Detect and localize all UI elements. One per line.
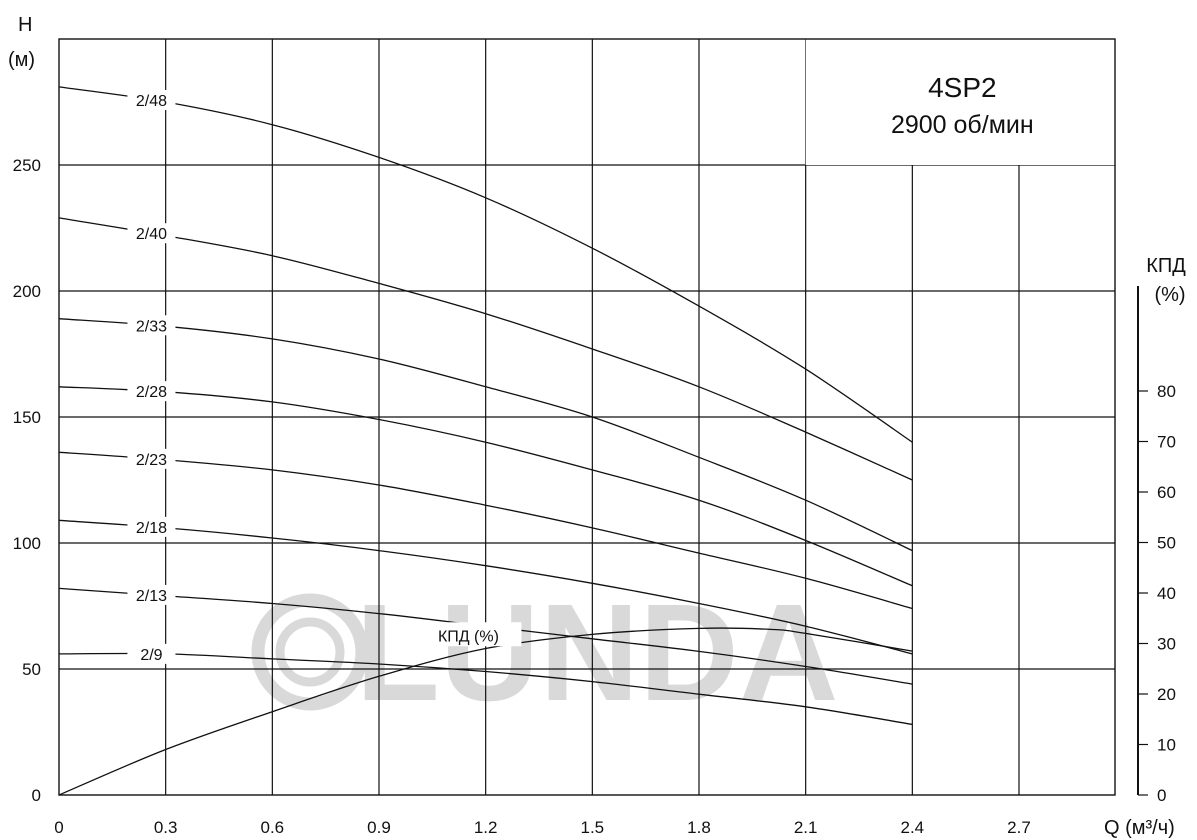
y2-tick-label: 10: [1157, 736, 1176, 755]
x-tick-label: 2.7: [1007, 818, 1031, 837]
y-axis-label-line1: H: [18, 14, 32, 36]
x-axis-label: Q (м³/ч): [1104, 817, 1175, 839]
y-tick-label: 200: [13, 282, 41, 301]
watermark-text: LUNDA: [356, 576, 839, 730]
axis-ticks: 0 0.3 0.6 0.9 1.2 1.5 1.8 2.1 2.4 2.7050100150200…: [13, 156, 1176, 837]
series-label: 2/18: [136, 520, 167, 537]
y-tick-label: 50: [22, 660, 41, 679]
series-label: 2/13: [136, 588, 167, 605]
x-tick-label: 0: [54, 818, 63, 837]
x-tick-label: 1.8: [687, 818, 711, 837]
chart-subtitle: 2900 об/мин: [891, 111, 1034, 139]
y-axis-label-line2: (м): [8, 49, 35, 71]
y2-tick-label: 40: [1157, 584, 1176, 603]
y-tick-label: 250: [13, 156, 41, 175]
y2-tick-label: 80: [1157, 382, 1176, 401]
x-tick-label: 0.6: [261, 818, 285, 837]
x-tick-label: 2.4: [901, 818, 925, 837]
y2-tick-label: 20: [1157, 685, 1176, 704]
series-label: 2/28: [136, 384, 167, 401]
y-tick-label: 150: [13, 408, 41, 427]
x-tick-label: 0.9: [367, 818, 391, 837]
x-tick-label: 1.5: [581, 818, 605, 837]
series-label: 2/48: [136, 93, 167, 110]
series-label: 2/40: [136, 226, 167, 243]
watermark-logo: [258, 600, 362, 704]
y2-tick-label: 50: [1157, 534, 1176, 553]
x-tick-label: 1.2: [474, 818, 498, 837]
x-tick-label: 0.3: [154, 818, 178, 837]
series-label: 2/23: [136, 452, 167, 469]
series-label: 2/33: [136, 318, 167, 335]
y2-axis-label-line1: КПД: [1146, 255, 1186, 277]
x-tick-label: 2.1: [794, 818, 818, 837]
y2-tick-label: 60: [1157, 483, 1176, 502]
y-tick-label: 100: [13, 534, 41, 553]
efficiency-label: КПД (%): [438, 628, 499, 645]
y2-tick-label: 0: [1157, 786, 1166, 805]
chart-title: 4SP2: [928, 72, 997, 103]
y2-axis-label-line2: (%): [1154, 284, 1185, 306]
y-tick-label: 0: [32, 786, 41, 805]
y2-tick-label: 70: [1157, 433, 1176, 452]
series-label: 2/9: [140, 647, 162, 664]
y2-tick-label: 30: [1157, 635, 1176, 654]
